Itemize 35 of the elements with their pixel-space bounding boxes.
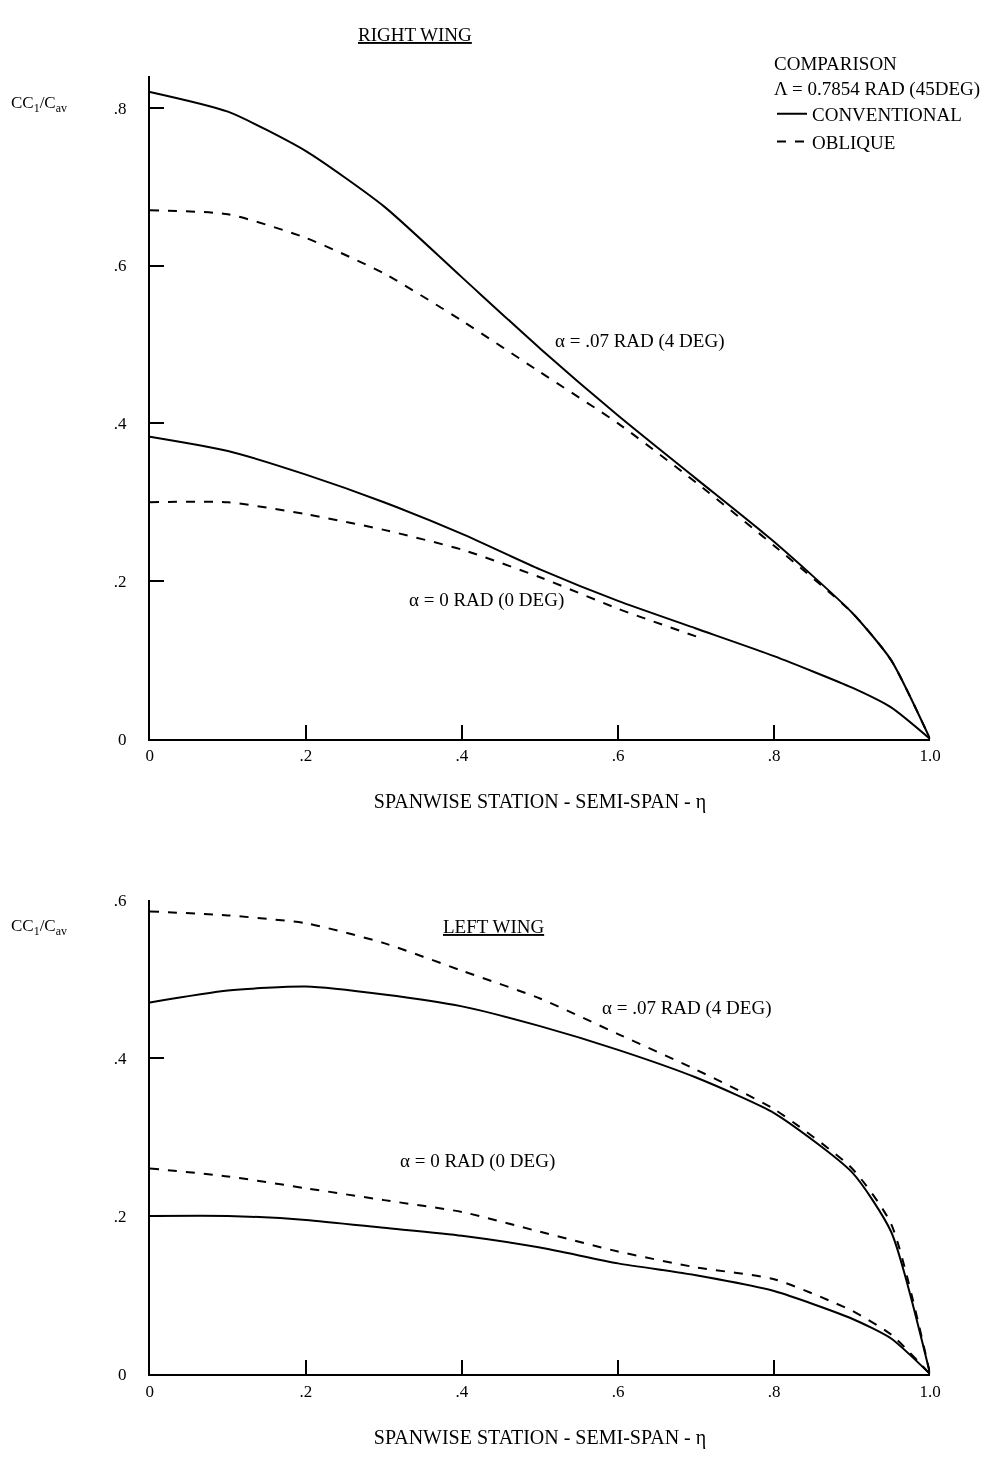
annotation: α = 0 RAD (0 DEG) bbox=[409, 589, 565, 611]
annotation: α = .07 RAD (4 DEG) bbox=[555, 330, 725, 352]
annotation: α = 0 RAD (0 DEG) bbox=[400, 1150, 556, 1172]
y-axis-title: CC$_{1}$/C$_{av}$ bbox=[11, 93, 67, 115]
x-axis-title: SPANWISE STATION - SEMI-SPAN - η bbox=[373, 790, 707, 814]
y-tick-label: .2 bbox=[113, 572, 127, 592]
x-tick-label: .4 bbox=[455, 746, 469, 766]
legend-label: CONVENTIONAL bbox=[812, 104, 962, 126]
y-axis-title: CC$_{1}$/C$_{av}$ bbox=[11, 916, 67, 938]
y-tick-label: .6 bbox=[113, 256, 127, 276]
text: LEFT WING bbox=[443, 916, 545, 937]
x-tick-label: .2 bbox=[299, 1381, 313, 1401]
x-tick-label: .8 bbox=[767, 746, 781, 766]
x-tick-label: .8 bbox=[767, 1381, 781, 1401]
x-tick-label: 0 bbox=[145, 746, 155, 766]
y-tick-label: .6 bbox=[113, 890, 127, 910]
x-tick-label: 1.0 bbox=[919, 746, 941, 766]
x-tick-label: 1.0 bbox=[919, 1381, 941, 1401]
x-tick-label: .4 bbox=[455, 1381, 469, 1401]
x-tick-label: .2 bbox=[299, 746, 313, 766]
y-tick-label: 0 bbox=[117, 1365, 127, 1385]
annotation: Λ = 0.7854 RAD (45DEG) bbox=[774, 77, 981, 100]
y-tick-label: .4 bbox=[113, 414, 127, 434]
x-tick-label: .6 bbox=[611, 746, 625, 766]
legend-label: OBLIQUE bbox=[812, 131, 896, 153]
annotation: α = .07 RAD (4 DEG) bbox=[602, 997, 772, 1019]
y-tick-label: .8 bbox=[113, 98, 127, 118]
x-tick-label: .6 bbox=[611, 1381, 625, 1401]
legend-title: COMPARISON bbox=[774, 53, 898, 75]
y-tick-label: .4 bbox=[113, 1048, 127, 1068]
x-tick-label: 0 bbox=[145, 1381, 155, 1401]
y-tick-label: .2 bbox=[113, 1206, 127, 1226]
x-axis-title: SPANWISE STATION - SEMI-SPAN - η bbox=[373, 1425, 707, 1449]
chart-title: RIGHT WING bbox=[358, 24, 473, 45]
y-tick-label: 0 bbox=[117, 729, 127, 749]
